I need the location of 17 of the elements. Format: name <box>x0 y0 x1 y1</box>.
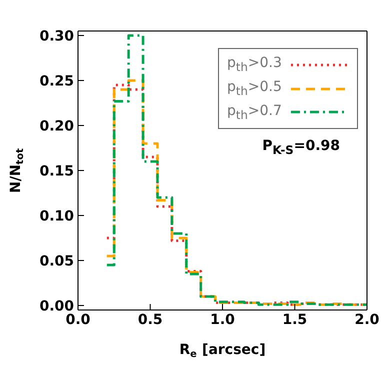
x-tick-label: 1.5 <box>282 312 308 328</box>
y-tick-label: 0.05 <box>39 253 74 270</box>
y-tick-label: 0.15 <box>39 163 74 180</box>
x-axis-title: R$_{e}$ [arcsec] <box>179 342 266 360</box>
y-tick-label: 0.20 <box>39 118 74 134</box>
y-tick-label: 0.30 <box>39 28 74 44</box>
x-tick-label: 2.0 <box>354 312 380 328</box>
y-tick-label: 0.25 <box>39 73 74 90</box>
x-tick-label: 1.0 <box>210 312 236 328</box>
annotation: P$_{K-S}$=0.98 <box>262 138 340 157</box>
x-tick-label: 0.0 <box>66 312 91 328</box>
legend-label: p$_{th}$>0.3 <box>227 54 283 76</box>
legend-label: p$_{th}$>0.7 <box>227 102 283 124</box>
legend-label: p$_{th}$>0.5 <box>227 78 283 100</box>
y-tick-label: 0.10 <box>39 208 74 224</box>
y-tick-label: 0.00 <box>39 298 74 314</box>
x-tick-label: 0.5 <box>138 312 163 328</box>
